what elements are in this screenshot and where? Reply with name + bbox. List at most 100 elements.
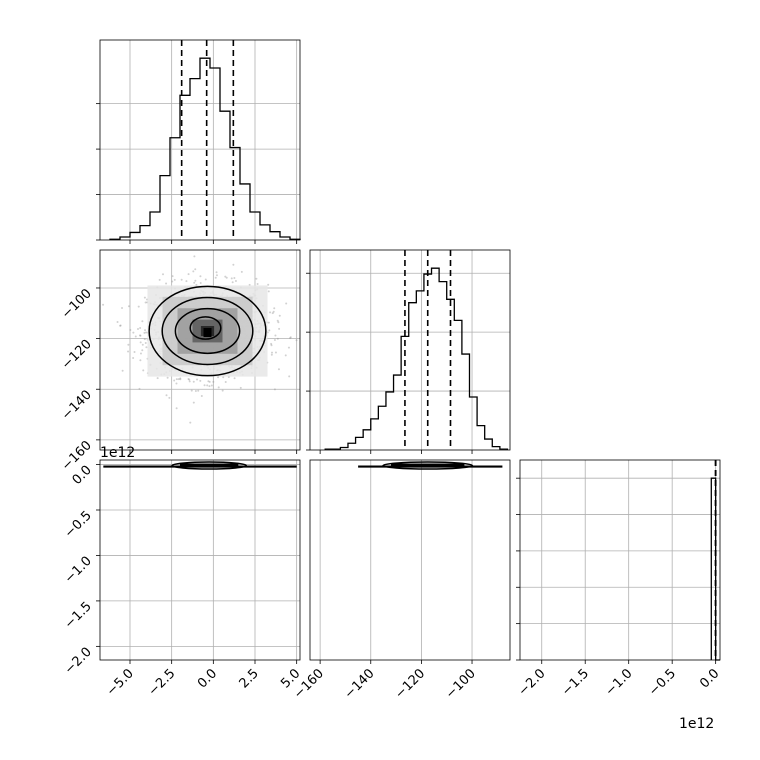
scatter-point bbox=[193, 281, 196, 284]
scatter-point bbox=[274, 351, 277, 354]
histogram-step bbox=[109, 57, 301, 240]
scatter-point bbox=[224, 380, 227, 383]
scatter-point bbox=[143, 338, 146, 341]
scatter-point bbox=[141, 343, 144, 346]
scatter-point bbox=[224, 275, 227, 278]
scatter-point bbox=[192, 270, 195, 273]
scatter-point bbox=[233, 377, 236, 380]
scatter-point bbox=[175, 407, 178, 410]
scatter-point bbox=[156, 377, 159, 380]
x-tick-label: −0.5 bbox=[646, 666, 679, 699]
panel-param3-vs-param1: 0.0−0.5−1.0−1.5−2.0−5.0 −2.5 0.0 2.5 5.0 bbox=[62, 459, 303, 699]
scatter-point bbox=[272, 310, 275, 313]
histogram-step bbox=[324, 267, 509, 450]
scatter-point bbox=[187, 378, 190, 381]
x-tick-label: 0.0 bbox=[697, 666, 722, 691]
scatter-point bbox=[165, 394, 168, 397]
scatter-point bbox=[210, 384, 213, 387]
y-tick-label: −100 bbox=[59, 286, 95, 322]
scatter-point bbox=[195, 283, 198, 286]
y-tick-label: −1.0 bbox=[62, 554, 95, 587]
scatter-point bbox=[277, 368, 280, 371]
scatter-point bbox=[196, 378, 199, 381]
scatter-point bbox=[208, 380, 211, 383]
density-peak bbox=[203, 328, 212, 338]
scatter-point bbox=[144, 342, 147, 345]
y-tick-label: −140 bbox=[59, 387, 95, 423]
scatter-point bbox=[145, 346, 148, 349]
y-tick-label: −1.5 bbox=[62, 599, 95, 632]
scatter-point bbox=[276, 319, 279, 322]
scatter-point bbox=[138, 387, 141, 390]
scatter-point bbox=[142, 369, 145, 372]
scatter-point bbox=[285, 302, 288, 305]
scatter-point bbox=[199, 281, 202, 284]
contour-line bbox=[382, 461, 474, 470]
scatter-point bbox=[267, 290, 270, 293]
scatter-point bbox=[214, 276, 217, 279]
y-tick-label: −120 bbox=[59, 337, 95, 373]
scatter-point bbox=[273, 307, 276, 310]
scatter-point bbox=[188, 378, 191, 381]
scatter-point bbox=[225, 276, 228, 279]
panel-param2-vs-param1: −100−120−140−160 bbox=[59, 249, 301, 474]
scatter-point bbox=[248, 283, 251, 286]
x-tick-label: −5.0 bbox=[104, 666, 137, 699]
scatter-point bbox=[158, 278, 161, 281]
scatter-point bbox=[194, 268, 197, 271]
panel-param2-histogram bbox=[306, 249, 511, 454]
scatter-point bbox=[232, 263, 235, 266]
scatter-point bbox=[127, 350, 130, 353]
scatter-point bbox=[121, 369, 124, 372]
scatter-point bbox=[161, 273, 164, 276]
scatter-point bbox=[190, 389, 193, 392]
panel-frame bbox=[309, 459, 511, 661]
scatter-point bbox=[222, 376, 225, 379]
scatter-point bbox=[240, 270, 243, 273]
scatter-point bbox=[137, 328, 140, 331]
scatter-point bbox=[200, 395, 203, 398]
scatter-point bbox=[268, 329, 271, 332]
scatter-point bbox=[187, 273, 190, 276]
scatter-point bbox=[141, 349, 144, 352]
x-tick-label: −1.5 bbox=[559, 666, 592, 699]
scatter-point bbox=[207, 380, 210, 383]
x-tick-label: 2.5 bbox=[237, 666, 262, 691]
scatter-point bbox=[212, 380, 215, 383]
panel-frame bbox=[99, 39, 301, 241]
scatter-point bbox=[287, 346, 290, 349]
scatter-point bbox=[173, 379, 176, 382]
scatter-point bbox=[277, 321, 280, 324]
scatter-point bbox=[144, 301, 147, 304]
scatter-point bbox=[204, 278, 207, 281]
panel-frame bbox=[99, 249, 301, 451]
scatter-point bbox=[168, 396, 171, 399]
x-tick-label: −120 bbox=[392, 666, 428, 702]
scatter-point bbox=[134, 335, 137, 338]
contour-line bbox=[148, 285, 267, 377]
scatter-point bbox=[177, 378, 180, 381]
scatter-point bbox=[288, 375, 291, 378]
scatter-point bbox=[199, 379, 202, 382]
scatter-point bbox=[192, 401, 195, 404]
scatter-point bbox=[166, 376, 169, 379]
panel-param3-vs-param2: −160 −140 −120 −100 bbox=[291, 459, 511, 702]
scatter-point bbox=[274, 334, 277, 337]
scatter-point bbox=[217, 386, 220, 389]
scatter-point bbox=[165, 282, 168, 285]
scatter-point bbox=[256, 283, 259, 286]
scatter-point bbox=[127, 305, 130, 308]
x-tick-label: −2.0 bbox=[516, 666, 549, 699]
scatter-point bbox=[139, 326, 142, 329]
scatter-point bbox=[276, 337, 279, 340]
scatter-point bbox=[141, 320, 144, 323]
scatter-point bbox=[132, 356, 135, 359]
scatter-point bbox=[255, 277, 258, 280]
scatter-point bbox=[171, 275, 174, 278]
scatter-point bbox=[143, 331, 146, 334]
scatter-point bbox=[289, 336, 292, 339]
scatter-point bbox=[231, 281, 234, 284]
scatter-point bbox=[179, 377, 182, 380]
scatter-point bbox=[139, 352, 142, 355]
